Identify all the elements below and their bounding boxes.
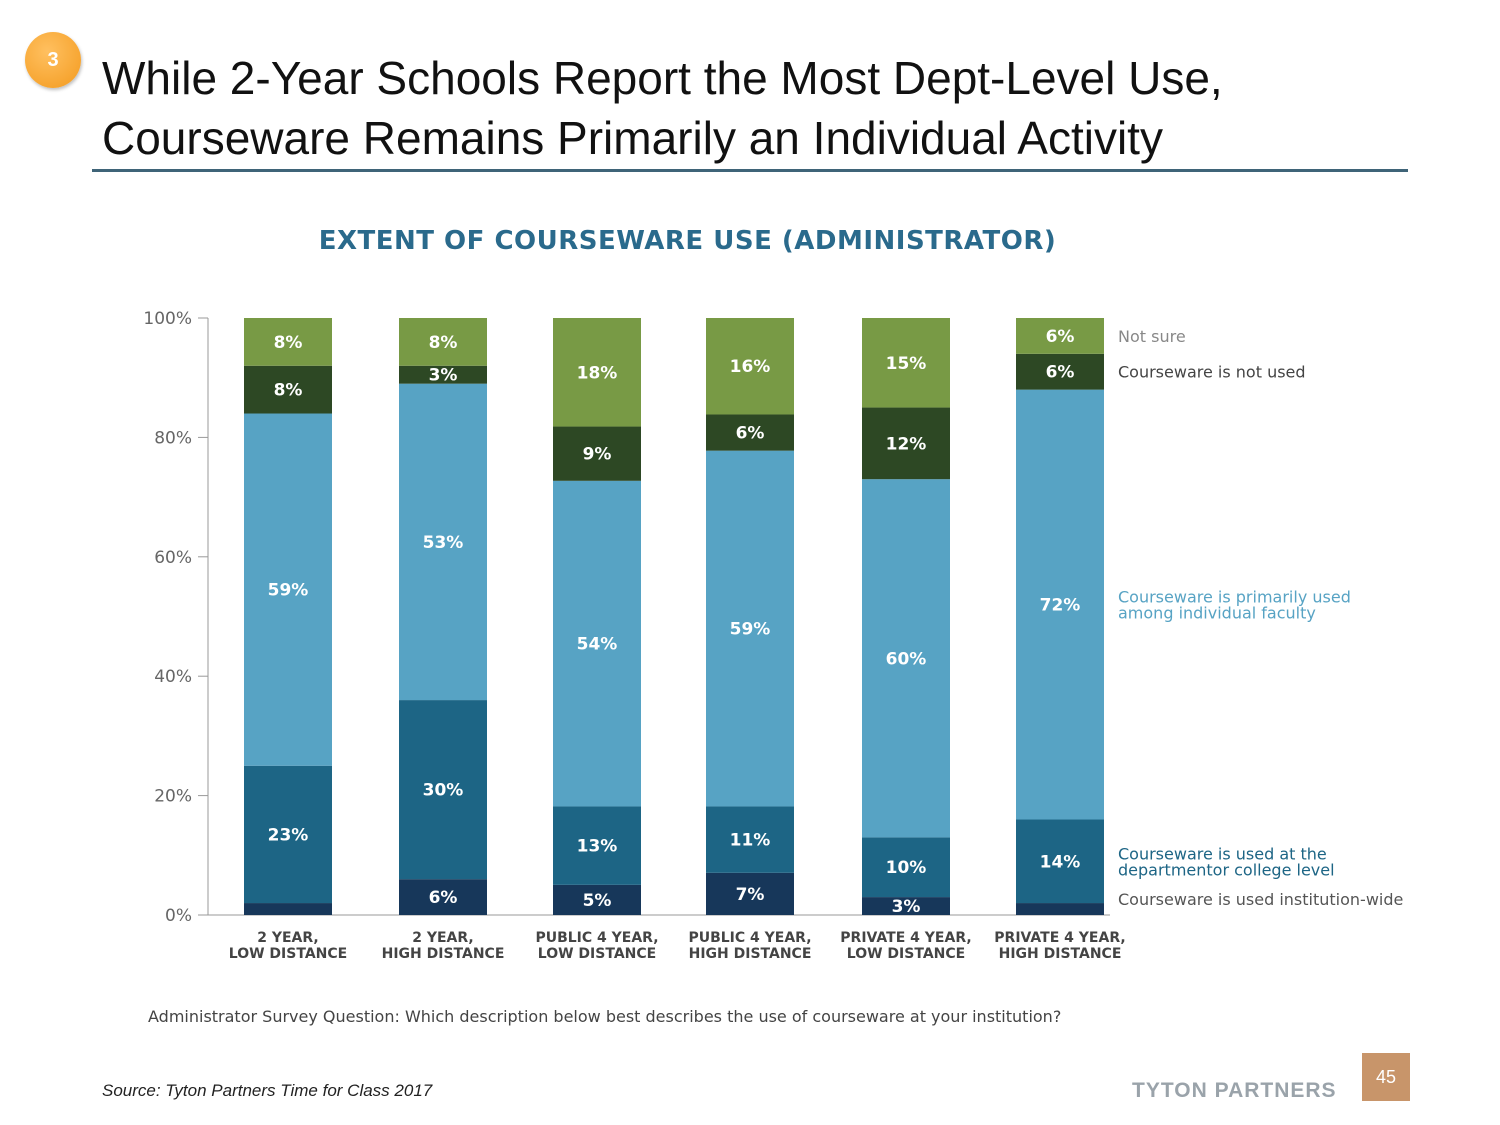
title-divider [92, 169, 1408, 172]
bar-segment [244, 765, 332, 904]
x-tick-label: PRIVATE 4 YEAR, [840, 930, 971, 946]
data-label: 59% [730, 620, 771, 640]
bar-segment [1016, 819, 1104, 904]
data-label: 18% [577, 363, 618, 383]
bar-segment [1016, 903, 1104, 915]
data-label: 6% [1046, 363, 1075, 383]
bar-segment [244, 413, 332, 766]
data-label: 16% [730, 357, 771, 377]
legend-entry: Courseware is not used [1118, 363, 1306, 382]
data-label: 53% [423, 533, 464, 553]
bar-segment [244, 365, 332, 414]
x-tick-label: HIGH DISTANCE [999, 946, 1122, 962]
x-tick-label: LOW DISTANCE [538, 946, 656, 962]
bar-segment [553, 426, 641, 481]
stacked-bar-chart: 0%20%40%60%80%100%23%59%8%8%2 YEAR,LOW D… [143, 309, 1403, 962]
y-tick-label: 80% [154, 428, 192, 448]
data-label: 8% [274, 333, 303, 353]
y-tick-label: 20% [154, 787, 192, 807]
bar-segment [399, 365, 487, 384]
bar-segment [706, 806, 794, 873]
data-label: 60% [886, 649, 927, 669]
data-label: 59% [268, 581, 309, 601]
data-label: 9% [583, 445, 612, 465]
data-label: 72% [1040, 596, 1081, 616]
bar-segment [553, 480, 641, 807]
bar-segment [399, 879, 487, 915]
bar-segment [706, 872, 794, 915]
data-label: 54% [577, 635, 618, 655]
legend-entry: Not sure [1118, 327, 1186, 346]
data-label: 6% [429, 888, 458, 908]
bar-segment [706, 450, 794, 807]
x-tick-label: 2 YEAR, [257, 930, 319, 946]
title-line-2: Courseware Remains Primarily an Individu… [102, 112, 1163, 164]
bar-segment [1016, 389, 1104, 820]
data-label: 12% [886, 434, 927, 454]
data-label: 23% [268, 825, 309, 845]
x-tick-label: HIGH DISTANCE [382, 946, 505, 962]
bar-segment [244, 903, 332, 915]
legend-entry: departmentor college level [1118, 860, 1335, 879]
bar-segment [1016, 353, 1104, 390]
x-tick-label: LOW DISTANCE [229, 946, 347, 962]
x-tick-label: PRIVATE 4 YEAR, [994, 930, 1125, 946]
bar-segment [706, 414, 794, 451]
bar-segment [553, 884, 641, 915]
x-tick-label: PUBLIC 4 YEAR, [535, 930, 658, 946]
y-tick-label: 60% [154, 548, 192, 568]
data-label: 10% [886, 858, 927, 878]
x-tick-label: PUBLIC 4 YEAR, [688, 930, 811, 946]
page-number: 45 [1362, 1053, 1410, 1101]
data-label: 3% [429, 366, 458, 386]
y-tick-label: 40% [154, 667, 192, 687]
bar-segment [862, 318, 950, 408]
data-label: 6% [736, 424, 765, 444]
legend-entry: among individual faculty [1118, 604, 1316, 623]
source-note: Source: Tyton Partners Time for Class 20… [102, 1081, 433, 1100]
chart-title: EXTENT OF COURSEWARE USE (ADMINISTRATOR) [318, 226, 1057, 256]
data-label: 14% [1040, 852, 1081, 872]
bar-segment [706, 318, 794, 415]
x-tick-label: HIGH DISTANCE [689, 946, 812, 962]
x-tick-label: LOW DISTANCE [847, 946, 965, 962]
logo: TYTON PARTNERS [1132, 1079, 1337, 1102]
survey-question: Administrator Survey Question: Which des… [148, 1007, 1062, 1026]
bar-segment [1016, 318, 1104, 354]
bar-segment [862, 897, 950, 915]
bar-segment [862, 479, 950, 838]
y-tick-label: 100% [143, 309, 192, 329]
slide-title: While 2-Year Schools Report the Most Dep… [102, 48, 1223, 168]
legend-entry: Courseware is used institution-wide [1118, 890, 1403, 909]
bar-segment [553, 806, 641, 885]
x-tick-label: 2 YEAR, [412, 930, 474, 946]
data-label: 7% [736, 885, 765, 905]
bar-segment [862, 837, 950, 898]
data-label: 11% [730, 831, 771, 851]
bar-segment [399, 318, 487, 366]
legend-entry: Courseware is used at the [1118, 844, 1327, 863]
bar-segment [399, 383, 487, 701]
data-label: 3% [892, 897, 921, 917]
data-label: 5% [583, 891, 612, 911]
data-label: 8% [429, 333, 458, 353]
bar-segment [244, 318, 332, 366]
data-label: 30% [423, 781, 464, 801]
section-badge: 3 [25, 32, 81, 88]
data-label: 15% [886, 354, 927, 374]
data-label: 8% [274, 381, 303, 401]
data-label: 13% [577, 837, 618, 857]
y-tick-label: 0% [165, 906, 192, 926]
legend-entry: Courseware is primarily used [1118, 588, 1351, 607]
bar-segment [553, 318, 641, 427]
bar-segment [862, 407, 950, 480]
bar-segment [399, 700, 487, 880]
title-line-1: While 2-Year Schools Report the Most Dep… [102, 52, 1223, 104]
data-label: 6% [1046, 327, 1075, 347]
